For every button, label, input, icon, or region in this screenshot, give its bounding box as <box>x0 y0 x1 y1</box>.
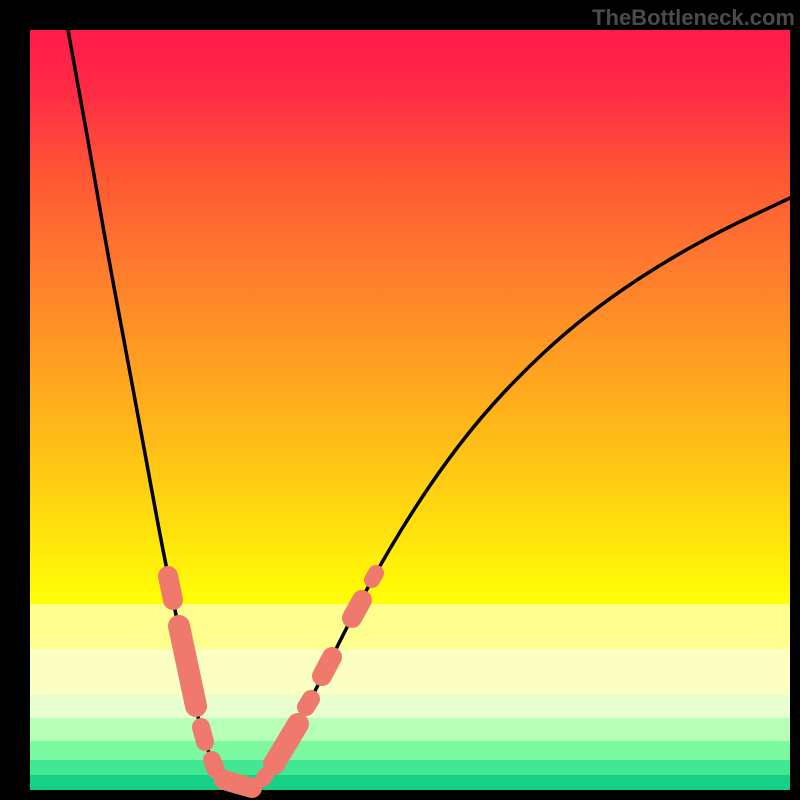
plot-background <box>30 30 790 790</box>
gradient-band-1 <box>30 649 790 695</box>
watermark-text: TheBottleneck.com <box>592 5 795 31</box>
gradient-band-0 <box>30 604 790 650</box>
gradient-band-2 <box>30 695 790 718</box>
gradient-band-4 <box>30 741 790 761</box>
gradient-top <box>30 30 790 604</box>
gradient-band-5 <box>30 760 790 776</box>
gradient-band-6 <box>30 775 790 791</box>
chart-container: TheBottleneck.com <box>0 0 800 800</box>
gradient-band-3 <box>30 718 790 741</box>
